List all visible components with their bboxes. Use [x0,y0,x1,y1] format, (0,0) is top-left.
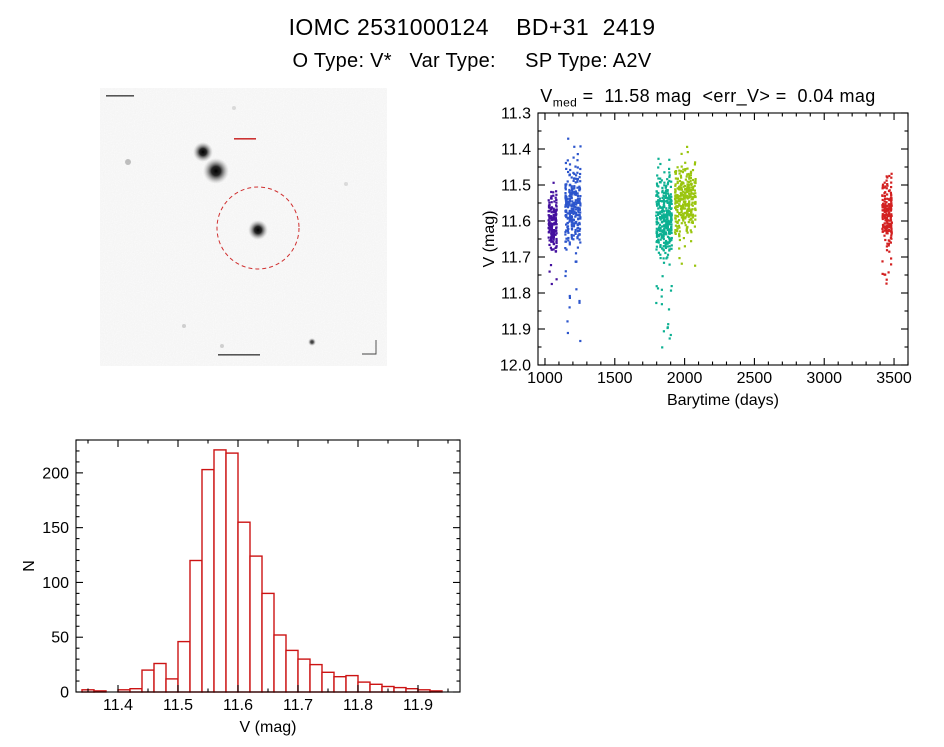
field-star [193,142,213,162]
svg-text:1500: 1500 [597,370,633,387]
svg-text:11.8: 11.8 [501,286,531,303]
field-star [308,338,316,346]
svg-text:12.0: 12.0 [500,358,531,375]
svg-text:200: 200 [42,465,69,482]
axes [75,439,461,693]
lightcurve-title-rest: = 11.58 mag <err_V> = 0.04 mag [577,86,876,106]
field-star [182,324,186,328]
x-axis-label: V (mag) [240,719,297,736]
histogram-plot: 11.4 11.5 11.6 11.7 11.8 11.9 0 50 100 150 200 V (m… [21,439,461,736]
svg-text:11.8: 11.8 [343,697,373,714]
finding-chart-image [100,88,387,366]
page-subtitle: O Type: V* Var Type: SP Type: A2V [292,50,652,72]
x-axis-label: Barytime (days) [667,392,779,409]
svg-text:11.7: 11.7 [283,697,313,714]
scatter-points [547,137,893,349]
plate-annotation-red [234,138,256,140]
svg-text:3500: 3500 [876,370,912,387]
svg-text:0: 0 [60,685,69,702]
svg-text:100: 100 [42,575,69,592]
svg-text:11.6: 11.6 [501,214,531,231]
svg-text:11.4: 11.4 [501,142,531,159]
svg-text:11.6: 11.6 [223,697,253,714]
svg-text:11.9: 11.9 [501,322,531,339]
lightcurve-plot: 1000 1500 2000 2500 3000 3500 11.3 11.4 11.5 11.6… [481,106,912,410]
svg-text:150: 150 [42,520,69,537]
page-title: IOMC 2531000124 BD+31 2419 [288,14,656,40]
svg-text:11.5: 11.5 [163,697,193,714]
svg-text:2500: 2500 [737,370,773,387]
axes [537,112,909,366]
y-axis-label: N [21,560,38,572]
compass-mark [362,340,377,355]
target-aperture-circle [216,186,300,270]
svg-text:11.5: 11.5 [501,178,531,195]
field-star [220,344,224,348]
y-axis-label: V (mag) [481,211,498,268]
field-star [232,106,236,110]
field-star [344,182,348,186]
svg-text:50: 50 [51,630,69,647]
target-star [248,220,268,240]
svg-text:11.9: 11.9 [403,697,433,714]
svg-text:2000: 2000 [667,370,703,387]
svg-text:11.3: 11.3 [501,106,531,123]
svg-text:1000: 1000 [527,370,563,387]
svg-text:11.4: 11.4 [103,697,133,714]
svg-text:11.7: 11.7 [501,250,531,267]
histogram-bars [81,449,443,693]
lightcurve-title-var: V [540,86,553,106]
plate-annotation [218,354,260,356]
plate-annotation [106,95,134,97]
field-star [203,158,229,184]
sky-noise [100,88,387,366]
lightcurve-title: Vmed = 11.58 mag <err_V> = 0.04 mag [478,86,938,110]
lightcurve-title-sub: med [552,95,578,110]
svg-text:3000: 3000 [806,370,842,387]
field-star [125,159,131,165]
